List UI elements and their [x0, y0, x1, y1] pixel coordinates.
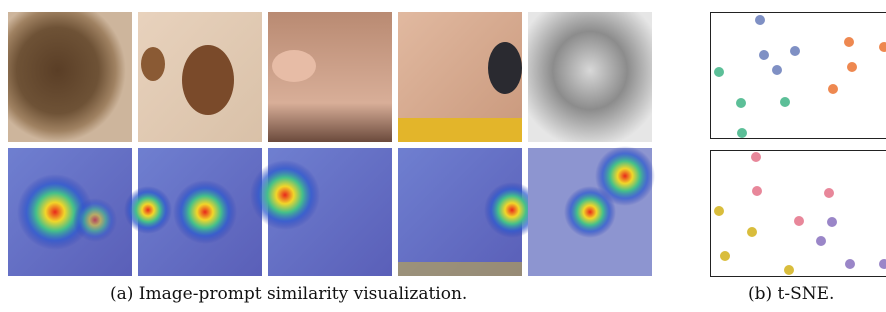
- tsne-plots: [711, 13, 886, 277]
- figure-graphics: [0, 0, 886, 312]
- image-grid: [8, 12, 655, 276]
- caption-b: (b) t-SNE.: [748, 284, 834, 304]
- caption-a: (a) Image-prompt similarity visualizatio…: [110, 284, 467, 304]
- figure: (a) Image-prompt similarity visualizatio…: [0, 0, 886, 312]
